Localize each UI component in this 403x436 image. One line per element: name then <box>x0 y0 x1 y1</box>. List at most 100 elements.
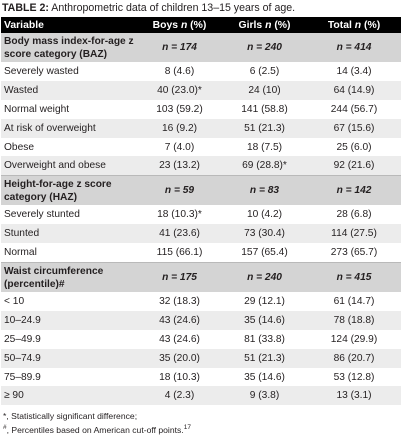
table-body: Body mass index-for-age z score category… <box>1 33 401 406</box>
header-row: Variable Boys n (%) Girls n (%) Total n … <box>1 17 401 33</box>
total-cell: 124 (29.9) <box>330 333 378 345</box>
row-label: Obese <box>4 141 35 153</box>
table-caption-label: TABLE 2: <box>2 2 49 14</box>
total-cell: 53 (12.8) <box>333 371 375 383</box>
table-row: Normal weight 103 (59.2) 141 (58.8) 244 (56… <box>1 100 401 119</box>
section-title: Height-for-age z score category (HAZ) <box>1 175 137 206</box>
section-count-total: n = 142 <box>307 175 401 206</box>
girls-cell: 69 (28.8)* <box>222 156 307 176</box>
footnote-percentiles: #, Percentiles based on American cut-off… <box>3 422 401 436</box>
total-cell: 28 (6.8) <box>336 209 372 221</box>
boys-cell: 7 (4.0) <box>164 141 195 153</box>
boys-cell: 35 (20.0) <box>137 348 222 368</box>
section-title: Waist circumference (percentile)# <box>1 262 137 293</box>
section-count-girls: n = 240 <box>222 33 307 62</box>
table-row: Normal 115 (66.1) 157 (65.4) 273 (65.7) <box>1 243 401 262</box>
total-cell: 14 (3.4) <box>336 65 372 77</box>
total-cell: 114 (27.5) <box>307 224 401 244</box>
row-label: Normal weight <box>4 103 70 115</box>
table-row: 25–49.9 43 (24.6) 81 (33.8) 124 (29.9) <box>1 330 401 349</box>
total-cell: 25 (6.0) <box>336 141 372 153</box>
total-cell: 92 (21.6) <box>307 156 401 176</box>
girls-cell: 9 (3.8) <box>222 386 307 406</box>
section-count-boys: n = 59 <box>137 175 222 206</box>
footnote-significance: *, Statistically significant difference; <box>3 411 401 422</box>
header-girls: Girls n (%) <box>222 17 307 33</box>
section-count-girls: n = 83 <box>222 175 307 206</box>
total-cell: 244 (56.7) <box>330 103 378 115</box>
total-cell: 78 (18.8) <box>307 310 401 330</box>
girls-cell: 73 (30.4) <box>222 224 307 244</box>
boys-cell: 115 (66.1) <box>156 247 203 259</box>
table-row: < 10 32 (18.3) 29 (12.1) 61 (14.7) <box>1 292 401 311</box>
boys-cell: 103 (59.2) <box>156 103 203 115</box>
table-row: Severely wasted 8 (4.6) 6 (2.5) 14 (3.4) <box>1 62 401 81</box>
table-row: At risk of overweight 16 (9.2) 51 (21.3) 67… <box>1 118 401 138</box>
footnote-reference: 17 <box>183 424 191 432</box>
row-label: Severely wasted <box>4 65 79 77</box>
header-total: Total n (%) <box>307 17 401 33</box>
footnote-symbol: * <box>3 411 7 422</box>
section-count-total: n = 414 <box>307 33 401 62</box>
table-row: 10–24.9 43 (24.6) 35 (14.6) 78 (18.8) <box>1 310 401 330</box>
row-label: 75–89.9 <box>4 371 41 383</box>
footnote-text: , Percentiles based on American cut-off … <box>6 425 184 436</box>
section-title: Body mass index-for-age z score category… <box>1 33 137 62</box>
section-header-row: Waist circumference (percentile)# n = 175… <box>1 262 401 293</box>
girls-cell: 6 (2.5) <box>249 65 280 77</box>
table-row: Wasted 40 (23.0)* 24 (10) 64 (14.9) <box>1 80 401 100</box>
boys-cell: 23 (13.2) <box>137 156 222 176</box>
boys-cell: 4 (2.3) <box>137 386 222 406</box>
section-count-total: n = 415 <box>307 262 401 293</box>
table-row: ≥ 90 4 (2.3) 9 (3.8) 13 (3.1) <box>1 386 401 406</box>
header-boys: Boys n (%) <box>137 17 222 33</box>
section-header-row: Height-for-age z score category (HAZ) n =… <box>1 175 401 206</box>
table-row: Severely stunted 18 (10.3)* 10 (4.2) 28 (6.… <box>1 205 401 224</box>
table-row: Obese 7 (4.0) 18 (7.5) 25 (6.0) <box>1 138 401 157</box>
section-count-boys: n = 174 <box>137 33 222 62</box>
girls-cell: 35 (14.6) <box>244 371 285 383</box>
table-caption: TABLE 2: Anthropometric data of children… <box>1 0 401 17</box>
anthropometric-table: Variable Boys n (%) Girls n (%) Total n … <box>1 17 401 406</box>
boys-cell: 32 (18.3) <box>159 295 200 307</box>
row-label: ≥ 90 <box>1 386 137 406</box>
row-label: At risk of overweight <box>1 118 137 138</box>
boys-cell: 40 (23.0)* <box>137 80 222 100</box>
row-label: Severely stunted <box>4 209 80 221</box>
row-label: 50–74.9 <box>1 348 137 368</box>
girls-cell: 10 (4.2) <box>246 209 283 221</box>
total-cell: 86 (20.7) <box>307 348 401 368</box>
girls-cell: 81 (33.8) <box>244 333 285 345</box>
girls-cell: 51 (21.3) <box>222 348 307 368</box>
girls-cell: 35 (14.6) <box>222 310 307 330</box>
table-row: 50–74.9 35 (20.0) 51 (21.3) 86 (20.7) <box>1 348 401 368</box>
total-cell: 64 (14.9) <box>307 80 401 100</box>
row-label: Stunted <box>1 224 137 244</box>
girls-cell: 51 (21.3) <box>222 118 307 138</box>
footnote-text: , Statistically significant difference; <box>6 411 138 422</box>
row-label: 25–49.9 <box>4 333 41 345</box>
table-row: Overweight and obese 23 (13.2) 69 (28.8)* 9… <box>1 156 401 176</box>
total-cell: 67 (15.6) <box>307 118 401 138</box>
header-variable: Variable <box>1 17 137 33</box>
row-label: < 10 <box>4 295 25 307</box>
total-cell: 273 (65.7) <box>330 247 378 259</box>
boys-cell: 18 (10.3)* <box>157 209 202 221</box>
boys-cell: 18 (10.3) <box>159 371 200 383</box>
boys-cell: 8 (4.6) <box>164 65 195 77</box>
total-cell: 13 (3.1) <box>307 386 401 406</box>
row-label: Overweight and obese <box>1 156 137 176</box>
girls-cell: 24 (10) <box>222 80 307 100</box>
table-row: 75–89.9 18 (10.3) 35 (14.6) 53 (12.8) <box>1 368 401 387</box>
total-cell: 61 (14.7) <box>333 295 375 307</box>
girls-cell: 157 (65.4) <box>241 247 288 259</box>
girls-cell: 29 (12.1) <box>244 295 285 307</box>
boys-cell: 43 (24.6) <box>137 310 222 330</box>
row-label: Normal <box>4 247 37 259</box>
row-label: Wasted <box>1 80 137 100</box>
girls-cell: 18 (7.5) <box>246 141 283 153</box>
boys-cell: 43 (24.6) <box>159 333 200 345</box>
row-label: 10–24.9 <box>1 310 137 330</box>
table-row: Stunted 41 (23.6) 73 (30.4) 114 (27.5) <box>1 224 401 244</box>
